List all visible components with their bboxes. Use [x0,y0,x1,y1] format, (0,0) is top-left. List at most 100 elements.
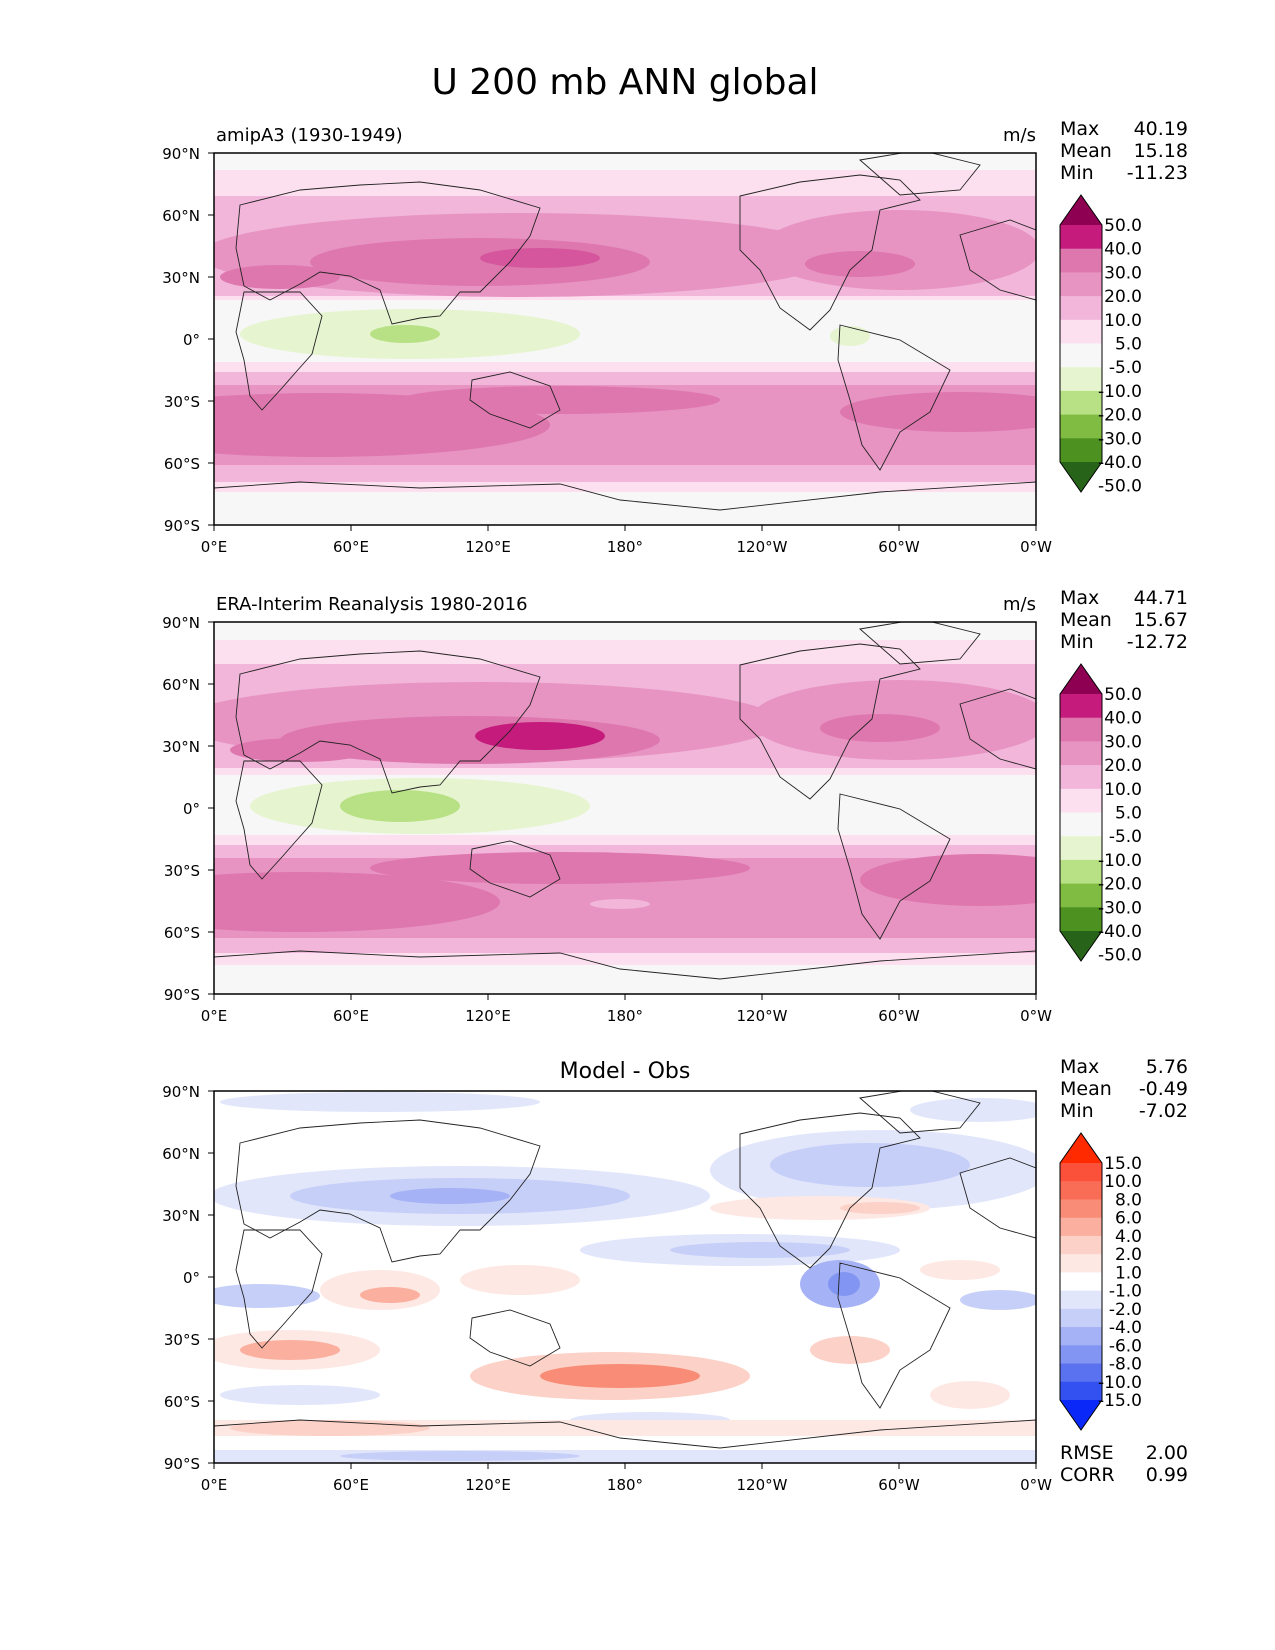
x-tick-label: 60°W [878,538,920,556]
stat-max-label: Max [1060,118,1099,140]
x-tick-label: 120°W [737,1007,788,1025]
colorbar-swatch [1060,438,1102,463]
x-tick-label: 120°E [465,538,511,556]
stat-mean-value: -0.49 [1139,1078,1188,1100]
colorbar-tick-label: -15.0 [1098,1391,1142,1411]
stat-min-label: Min [1060,1100,1094,1122]
panel-center-title: Model - Obs [560,1059,691,1084]
colorbar-tick-label: -6.0 [1109,1336,1142,1356]
colorbar-swatch [1060,367,1102,392]
colorbar-tick-label: 8.0 [1115,1190,1142,1210]
x-tick-label: 0°E [201,538,228,556]
stats-block: Max 40.19 Mean 15.18 Min -11.23 [1060,118,1188,184]
colorbar-tick-label: 50.0 [1104,685,1142,705]
colorbar-tick-label: -30.0 [1098,429,1142,449]
stat-corr-value: 0.99 [1146,1464,1188,1486]
stat-mean-value: 15.67 [1134,609,1188,631]
colorbar-swatch [1060,1163,1102,1182]
colorbar-tick-label: 20.0 [1104,287,1142,307]
colorbar-swatch [1060,1235,1102,1255]
x-tick-label: 60°E [333,1007,369,1025]
stats-block: Max 44.71 Mean 15.67 Min -12.72 [1060,587,1188,653]
colorbar-swatch [1060,1308,1102,1328]
y-tick-label: 90°N [162,1083,200,1101]
colorbar-tick-label: 30.0 [1104,732,1142,752]
colorbar-swatch [1060,1199,1102,1219]
colorbar-swatch [1060,694,1102,719]
colorbar-swatch [1060,1363,1102,1383]
colorbar-tick-label: 5.0 [1115,804,1142,824]
colorbar-swatch [1060,195,1102,225]
x-tick-label: 60°E [333,1476,369,1494]
colorbar-swatch [1060,1272,1102,1292]
x-tick-label: 180° [607,1007,643,1025]
colorbar-swatch [1060,741,1102,766]
colorbar-tick-label: 50.0 [1104,216,1142,236]
coastlines [214,622,1036,980]
colorbar-tick-label: 6.0 [1115,1209,1142,1229]
colorbar-tick-label: 30.0 [1104,263,1142,283]
colorbar-tick-label: -5.0 [1109,827,1142,847]
colorbar-swatch [1060,296,1102,321]
colorbar-swatch [1060,883,1102,908]
colorbar-swatch [1060,812,1102,837]
x-tick-label: 0°W [1020,1476,1052,1494]
stat-min-value: -11.23 [1127,162,1188,184]
colorbar-swatch [1060,248,1102,273]
colorbar-swatch [1060,717,1102,742]
stat-max-label: Max [1060,587,1099,609]
colorbar-tick-label: -4.0 [1109,1318,1142,1338]
stat-mean-value: 15.18 [1134,140,1188,162]
colorbar-swatch [1060,1254,1102,1273]
colorbar-swatch [1060,343,1102,368]
colorbar-swatch [1060,788,1102,814]
x-axis: 0°E 60°E 120°E 180° 120°W 60°W 0°W [201,1007,1052,1025]
extra-stats-block: RMSE 2.00 CORR 0.99 [1060,1442,1188,1486]
colorbar-swatch [1060,1327,1102,1346]
colorbar-swatch [1060,272,1102,297]
colorbar-tick-label: -40.0 [1098,922,1142,942]
colorbar-swatch [1060,1400,1102,1430]
colorbar-outline [1059,194,1103,493]
panel-units: m/s [1003,594,1036,615]
colorbar-tick-label: -1.0 [1109,1282,1142,1302]
tick-marks [208,152,1037,531]
stat-min-value: -12.72 [1127,631,1188,653]
stat-min-label: Min [1060,631,1094,653]
x-tick-label: 120°E [465,1007,511,1025]
colorbar-swatch [1060,319,1102,345]
panel-test: amipA3 (1930-1949) m/s 0°E 60°E 120°E 18… [162,118,1188,556]
x-tick-label: 60°W [878,1007,920,1025]
colorbar: 15.010.08.06.04.02.01.0-1.0-2.0-4.0-6.0-… [1059,1132,1142,1431]
stat-corr-label: CORR [1060,1464,1115,1486]
colorbar-swatch [1060,765,1102,790]
y-tick-label: 60°S [164,1393,200,1411]
colorbar-swatch [1060,931,1102,961]
y-tick-label: 30°S [164,1331,200,1349]
tick-marks [208,1090,1037,1469]
y-tick-label: 90°S [164,517,200,535]
y-tick-label: 0° [183,800,200,818]
colorbar-swatch [1060,462,1102,492]
colorbar-swatch [1060,664,1102,694]
y-tick-label: 30°N [162,269,200,287]
colorbar-tick-label: 1.0 [1115,1263,1142,1283]
tick-marks [208,621,1037,1000]
x-axis: 0°E 60°E 120°E 180° 120°W 60°W 0°W [201,1476,1052,1494]
colorbar-tick-label: 15.0 [1104,1154,1142,1174]
colorbar-swatch [1060,414,1102,439]
panel-left-title: ERA-Interim Reanalysis 1980-2016 [216,594,528,615]
colorbar-tick-label: -5.0 [1109,358,1142,378]
colorbar-outline [1059,1132,1103,1431]
colorbar-swatch [1060,907,1102,932]
colorbar-tick-label: -40.0 [1098,453,1142,473]
x-tick-label: 60°W [878,1476,920,1494]
x-axis: 0°E 60°E 120°E 180° 120°W 60°W 0°W [201,538,1052,556]
colorbar-swatch [1060,225,1102,250]
stat-max-value: 5.76 [1146,1056,1188,1078]
coastlines [214,153,1036,511]
colorbar-swatch [1060,1217,1102,1237]
y-tick-label: 60°S [164,455,200,473]
x-tick-label: 180° [607,538,643,556]
